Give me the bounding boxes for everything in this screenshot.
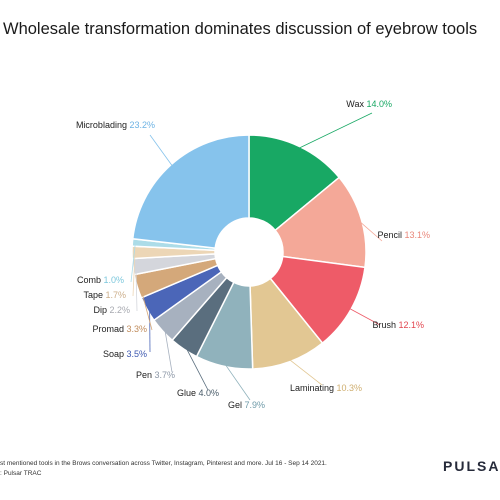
slice-pencil xyxy=(274,176,367,269)
slice-label-value: 4.0% xyxy=(198,388,219,398)
leader-line-gel xyxy=(224,363,251,401)
slice-label-gel: Gel 7.9% xyxy=(228,400,265,410)
slice-label-value: 3.3% xyxy=(126,324,147,334)
slice-label-value: 1.0% xyxy=(103,275,124,285)
slice-label-name: Pen xyxy=(136,370,155,380)
slice-label-soap: Soap 3.5% xyxy=(103,349,147,359)
slice-label-glue: Glue 4.0% xyxy=(177,388,219,398)
slice-microblading xyxy=(131,134,250,249)
slice-label-name: Glue xyxy=(177,388,199,398)
leader-line-microblading xyxy=(149,134,174,168)
leader-line-glue xyxy=(185,346,209,391)
slice-label-tape: Tape 1.7% xyxy=(83,290,126,300)
leader-line-brush xyxy=(348,307,381,326)
slice-label-name: Promad xyxy=(92,324,126,334)
slice-label-comb: Comb 1.0% xyxy=(77,275,124,285)
leader-line-pen xyxy=(164,328,173,373)
slice-label-name: Gel xyxy=(228,400,245,410)
slice-label-value: 1.7% xyxy=(105,290,126,300)
slice-label-name: Tape xyxy=(83,290,105,300)
slice-label-value: 10.3% xyxy=(336,383,362,393)
footer-source-note: st mentioned tools in the Brows conversa… xyxy=(0,460,327,467)
slice-label-name: Soap xyxy=(103,349,127,359)
slice-label-name: Dip xyxy=(93,305,109,315)
leader-line-promad xyxy=(139,285,153,331)
slice-label-name: Microblading xyxy=(76,120,130,130)
slice-label-laminating: Laminating 10.3% xyxy=(290,383,362,393)
slice-label-name: Wax xyxy=(346,99,366,109)
slice-label-microblading: Microblading 23.2% xyxy=(76,120,155,130)
slice-label-wax: Wax 14.0% xyxy=(346,99,392,109)
slice-labels: Wax 14.0% Pencil 13.1% Brush 12.1% Laminati… xyxy=(76,99,430,410)
slice-label-value: 3.7% xyxy=(154,370,175,380)
leader-line-pencil xyxy=(358,220,383,242)
pulsar-logo: PULSAR xyxy=(443,458,500,474)
leader-lines xyxy=(130,112,383,401)
leader-line-laminating xyxy=(288,358,323,386)
slice-label-value: 12.1% xyxy=(398,320,424,330)
leader-line-comb xyxy=(130,242,136,283)
slice-label-name: Brush xyxy=(372,320,398,330)
slice-label-dip: Dip 2.2% xyxy=(93,305,130,315)
slice-label-value: 23.2% xyxy=(129,120,155,130)
leader-line-tape xyxy=(132,252,136,297)
slice-label-name: Laminating xyxy=(290,383,337,393)
chart-title: Wholesale transformation dominates discu… xyxy=(3,20,478,38)
slice-label-value: 2.2% xyxy=(109,305,130,315)
footer-attribution: : Pulsar TRAC xyxy=(0,470,42,477)
slice-label-name: Comb xyxy=(77,275,104,285)
slice-label-pen: Pen 3.7% xyxy=(136,370,175,380)
slice-label-name: Pencil xyxy=(377,230,404,240)
footer: st mentioned tools in the Brows conversa… xyxy=(0,459,327,479)
slice-label-value: 14.0% xyxy=(366,99,392,109)
slice-label-value: 7.9% xyxy=(244,400,265,410)
slice-label-promad: Promad 3.3% xyxy=(92,324,147,334)
slice-label-brush: Brush 12.1% xyxy=(372,320,424,330)
slice-label-pencil: Pencil 13.1% xyxy=(377,230,430,240)
slice-wax xyxy=(248,134,341,232)
slice-label-value: 3.5% xyxy=(126,349,147,359)
slice-label-value: 13.1% xyxy=(404,230,430,240)
leader-line-wax xyxy=(297,112,373,150)
donut-slices xyxy=(131,134,367,370)
leader-line-dip xyxy=(135,266,138,312)
